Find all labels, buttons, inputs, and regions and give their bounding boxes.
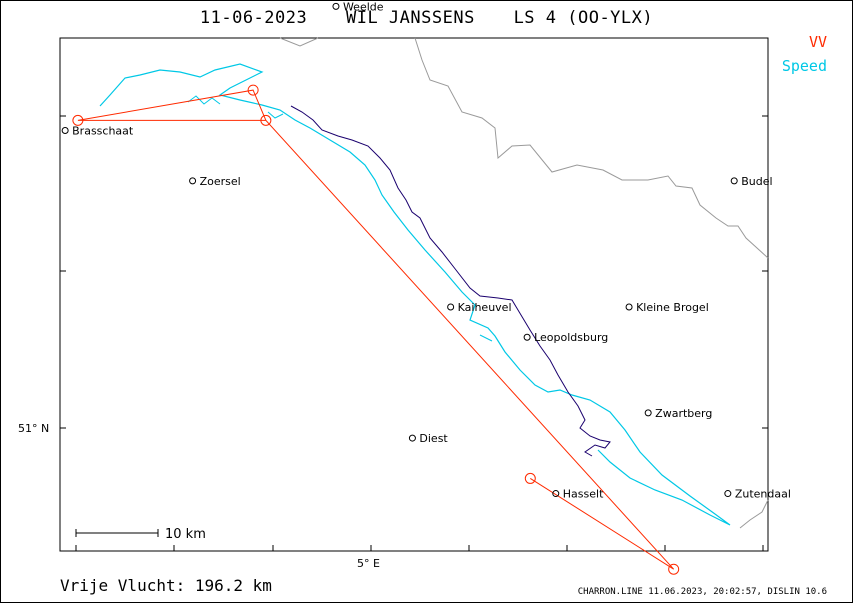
glider-name: LS 4 (OO-YLX) bbox=[513, 8, 654, 28]
place-label: Budel bbox=[741, 175, 772, 188]
place-label: Diest bbox=[419, 432, 448, 445]
place-label: Weelde bbox=[343, 0, 384, 13]
place-label: Brasschaat bbox=[72, 124, 134, 137]
place-label: Zwartberg bbox=[655, 407, 712, 420]
scale-bar: 10 km bbox=[75, 527, 206, 542]
place-label: Kaiheuvel bbox=[458, 301, 512, 314]
place-label: Hasselt bbox=[563, 488, 604, 501]
place-label: Kleine Brogel bbox=[636, 301, 709, 314]
speed-track-loops bbox=[187, 95, 493, 342]
place-marker bbox=[408, 434, 416, 442]
place-marker bbox=[332, 2, 340, 10]
turnpoint-layer bbox=[72, 84, 680, 575]
place-marker bbox=[724, 490, 732, 498]
speed-track bbox=[99, 63, 731, 526]
pilot-name: WIL JANSSENS bbox=[345, 8, 475, 28]
generator-text: CHARRON.LINE 11.06.2023, 20:02:57, DISLI… bbox=[577, 587, 827, 597]
lon-axis-label: 5° E bbox=[357, 557, 380, 570]
place-marker bbox=[189, 177, 197, 185]
place-layer: Weelde Brasschaat Zoersel Budel Kaiheuvel Kle… bbox=[61, 0, 791, 501]
place-marker bbox=[730, 177, 738, 185]
turnpoint-marker bbox=[668, 563, 680, 575]
distance-text: Vrije Vlucht: 196.2 km bbox=[60, 576, 272, 595]
place-marker bbox=[625, 303, 633, 311]
place-label: Zoersel bbox=[200, 175, 241, 188]
place-label: Zutendaal bbox=[735, 488, 791, 501]
task-lines bbox=[77, 89, 675, 570]
scale-bar-label: 10 km bbox=[165, 527, 206, 542]
chart-title: 11-06-2023 WIL JANSSENS LS 4 (OO-YLX) bbox=[0, 8, 853, 28]
place-marker bbox=[447, 303, 455, 311]
turnpoint-marker bbox=[524, 472, 536, 484]
map-frame bbox=[59, 37, 769, 552]
legend-vv: VV bbox=[808, 33, 827, 51]
place-marker bbox=[523, 333, 531, 341]
turnpoint-marker bbox=[247, 84, 259, 96]
country-border bbox=[279, 37, 769, 529]
turnpoint-marker bbox=[72, 114, 84, 126]
place-marker bbox=[644, 409, 652, 417]
place-marker bbox=[552, 490, 560, 498]
place-marker bbox=[61, 126, 69, 134]
flight-track bbox=[290, 105, 611, 457]
turnpoint-marker bbox=[260, 114, 272, 126]
lat-axis-label: 51° N bbox=[18, 422, 49, 435]
legend-speed: Speed bbox=[781, 57, 827, 75]
flight-date: 11-06-2023 bbox=[199, 8, 308, 28]
place-label: Leopoldsburg bbox=[534, 331, 608, 344]
axis-ticks bbox=[60, 115, 768, 551]
